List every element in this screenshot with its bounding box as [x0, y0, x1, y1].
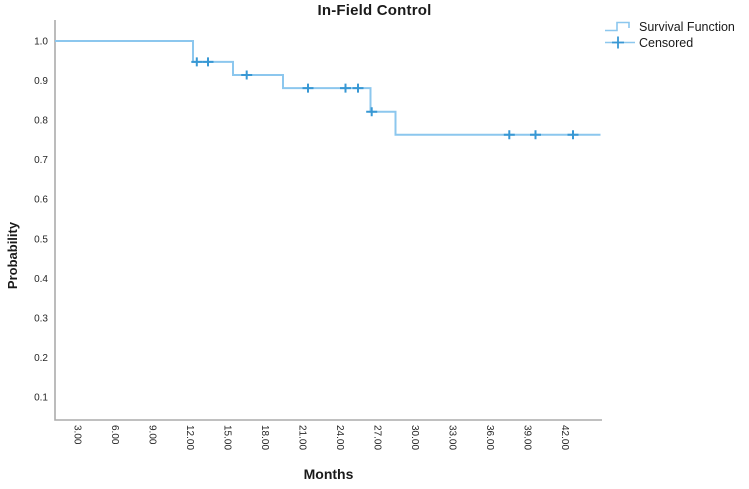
censor-mark [352, 83, 364, 93]
x-axis-title: Months [303, 466, 354, 482]
plus-icon [605, 36, 635, 49]
x-tick-label: 9.00 [147, 425, 158, 445]
x-tick-label: 21.00 [297, 425, 308, 450]
x-tick-label: 3.00 [72, 425, 83, 445]
legend: Survival Function Censored [604, 19, 735, 50]
x-tick-label: 33.00 [447, 425, 458, 450]
x-tick-label: 12.00 [184, 425, 195, 450]
censor-mark [366, 107, 378, 117]
legend-label-censored: Censored [639, 35, 694, 50]
axis-lines [54, 20, 602, 421]
step-line-icon [605, 21, 630, 32]
x-tick-label: 36.00 [484, 425, 495, 450]
legend-item-censored: Censored [604, 35, 735, 50]
y-tick-label: 0.9 [34, 76, 48, 87]
y-tick-label: 0.5 [34, 234, 48, 245]
legend-label-survival-function: Survival Function [639, 19, 735, 34]
x-tick-label: 42.00 [559, 425, 570, 450]
chart-title: In-Field Control [317, 2, 432, 19]
x-tick-label: 15.00 [222, 425, 233, 450]
survival-curve [55, 40, 601, 136]
censor-marks [191, 57, 579, 140]
x-tick-label: 18.00 [259, 425, 270, 450]
y-tick-label: 0.4 [34, 274, 48, 285]
x-tick-label: 24.00 [334, 425, 345, 450]
censor-mark [503, 130, 515, 140]
censor-mark [530, 130, 541, 140]
legend-item-survival-function: Survival Function [604, 19, 735, 34]
x-tick-label: 39.00 [522, 425, 533, 450]
censor-mark [202, 57, 214, 67]
censor-mark [567, 130, 579, 140]
censor-mark [302, 83, 314, 93]
y-tick-label: 1.0 [34, 36, 48, 47]
x-tick-labels: 3.00 6.00 9.00 12.00 15.00 18.00 21.00 24.00 27.… [72, 425, 571, 450]
y-tick-label: 0.8 [34, 116, 48, 127]
y-tick-label: 0.6 [34, 195, 48, 206]
y-tick-label: 0.7 [34, 155, 48, 166]
x-tick-label: 6.00 [109, 425, 120, 445]
y-tick-label: 0.1 [34, 393, 48, 404]
censor-mark [191, 57, 203, 67]
y-tick-labels: 0.1 0.2 0.3 0.4 0.5 0.6 0.7 0.8 0.9 1.0 [34, 36, 48, 403]
y-tick-label: 0.3 [34, 313, 48, 324]
censor-mark [340, 83, 351, 93]
x-tick-label: 30.00 [409, 425, 420, 450]
censor-mark [241, 70, 253, 80]
x-tick-label: 27.00 [372, 425, 383, 450]
y-tick-label: 0.2 [34, 353, 48, 364]
